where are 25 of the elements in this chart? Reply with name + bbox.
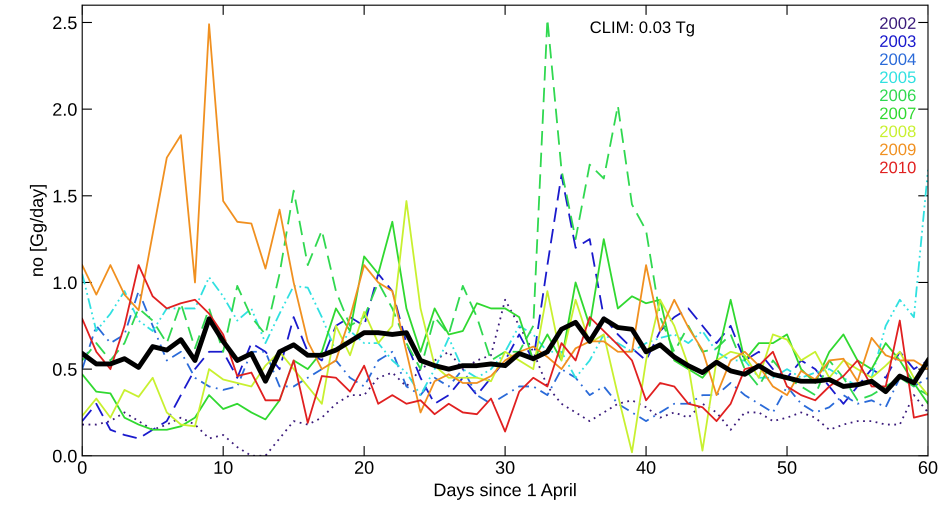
x-tick-label: 40 [636, 461, 656, 474]
y-tick-label: 1.5 [54, 190, 77, 203]
x-axis-title: Days since 1 April [434, 483, 576, 500]
y-tick-label: 0.0 [52, 450, 77, 462]
text: 2003 [880, 35, 916, 48]
annotation: CLIM: 0.03 Tg [590, 21, 694, 36]
text: 2010 [880, 162, 916, 174]
text: 2004 [880, 53, 916, 66]
x-tick-label: 10 [214, 461, 233, 474]
y-axis-title: no [Gg/day] [30, 185, 47, 276]
y-tick-label: 2.5 [53, 16, 77, 30]
y-tick-label: 1.0 [54, 276, 77, 290]
text: 2008 [880, 125, 916, 138]
x-tick-label: 50 [778, 461, 796, 474]
text: 2002 [880, 17, 916, 30]
text: 2009 [880, 144, 916, 156]
x-tick-label: 20 [355, 461, 374, 474]
x-tick-label: 0 [78, 461, 87, 474]
text: 2005 [880, 71, 916, 84]
text: 2006 [880, 89, 916, 102]
text: 2007 [880, 107, 916, 120]
y-tick-label: 2.0 [53, 103, 77, 116]
x-tick-label: 30 [496, 461, 514, 474]
y-tick-label: 0.5 [52, 363, 77, 376]
x-tick-label: 60 [918, 461, 938, 474]
